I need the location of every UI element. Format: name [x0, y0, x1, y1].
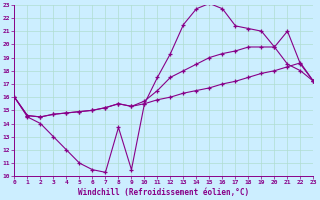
X-axis label: Windchill (Refroidissement éolien,°C): Windchill (Refroidissement éolien,°C)	[78, 188, 250, 197]
